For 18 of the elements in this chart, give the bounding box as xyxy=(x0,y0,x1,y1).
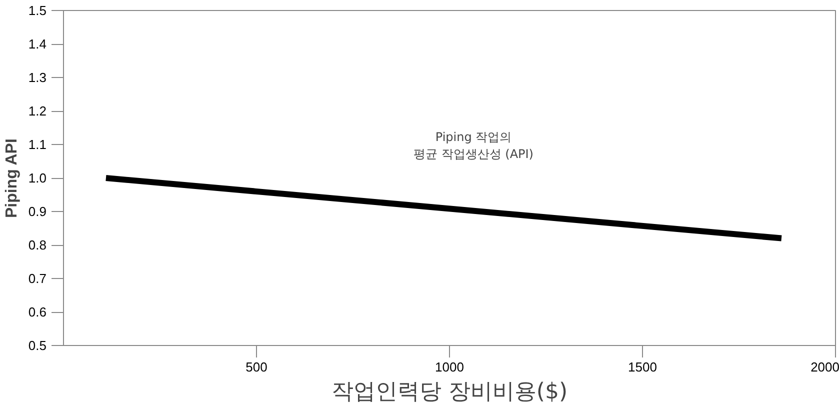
x-tick-label: 1000 xyxy=(435,360,464,374)
y-tick-label: 1.1 xyxy=(28,137,47,152)
y-axis-title: Piping API xyxy=(3,138,20,218)
x-tick-label: 1500 xyxy=(628,360,657,374)
y-tick-label: 1.5 xyxy=(28,3,47,18)
y-tick-label: 1.0 xyxy=(28,170,47,186)
x-tick-label: 2000 xyxy=(810,360,839,374)
y-tick-label: 0.8 xyxy=(28,238,47,252)
x-tick-label: 500 xyxy=(246,360,268,374)
x-axis-title: 작업인력당 장비비용($) xyxy=(331,380,568,404)
y-tick-label: 1.4 xyxy=(28,36,47,52)
y-tick-label: 0.5 xyxy=(28,338,47,353)
y-tick-label: 0.9 xyxy=(28,204,47,219)
annotation: Piping 작업의 평균 작업생산성 (API) xyxy=(414,130,534,161)
y-tick-label: 1.2 xyxy=(28,104,47,118)
y-tick-label: 0.7 xyxy=(28,271,47,286)
y-tick-label: 0.6 xyxy=(28,304,47,320)
y-tick-label: 1.3 xyxy=(28,70,47,85)
